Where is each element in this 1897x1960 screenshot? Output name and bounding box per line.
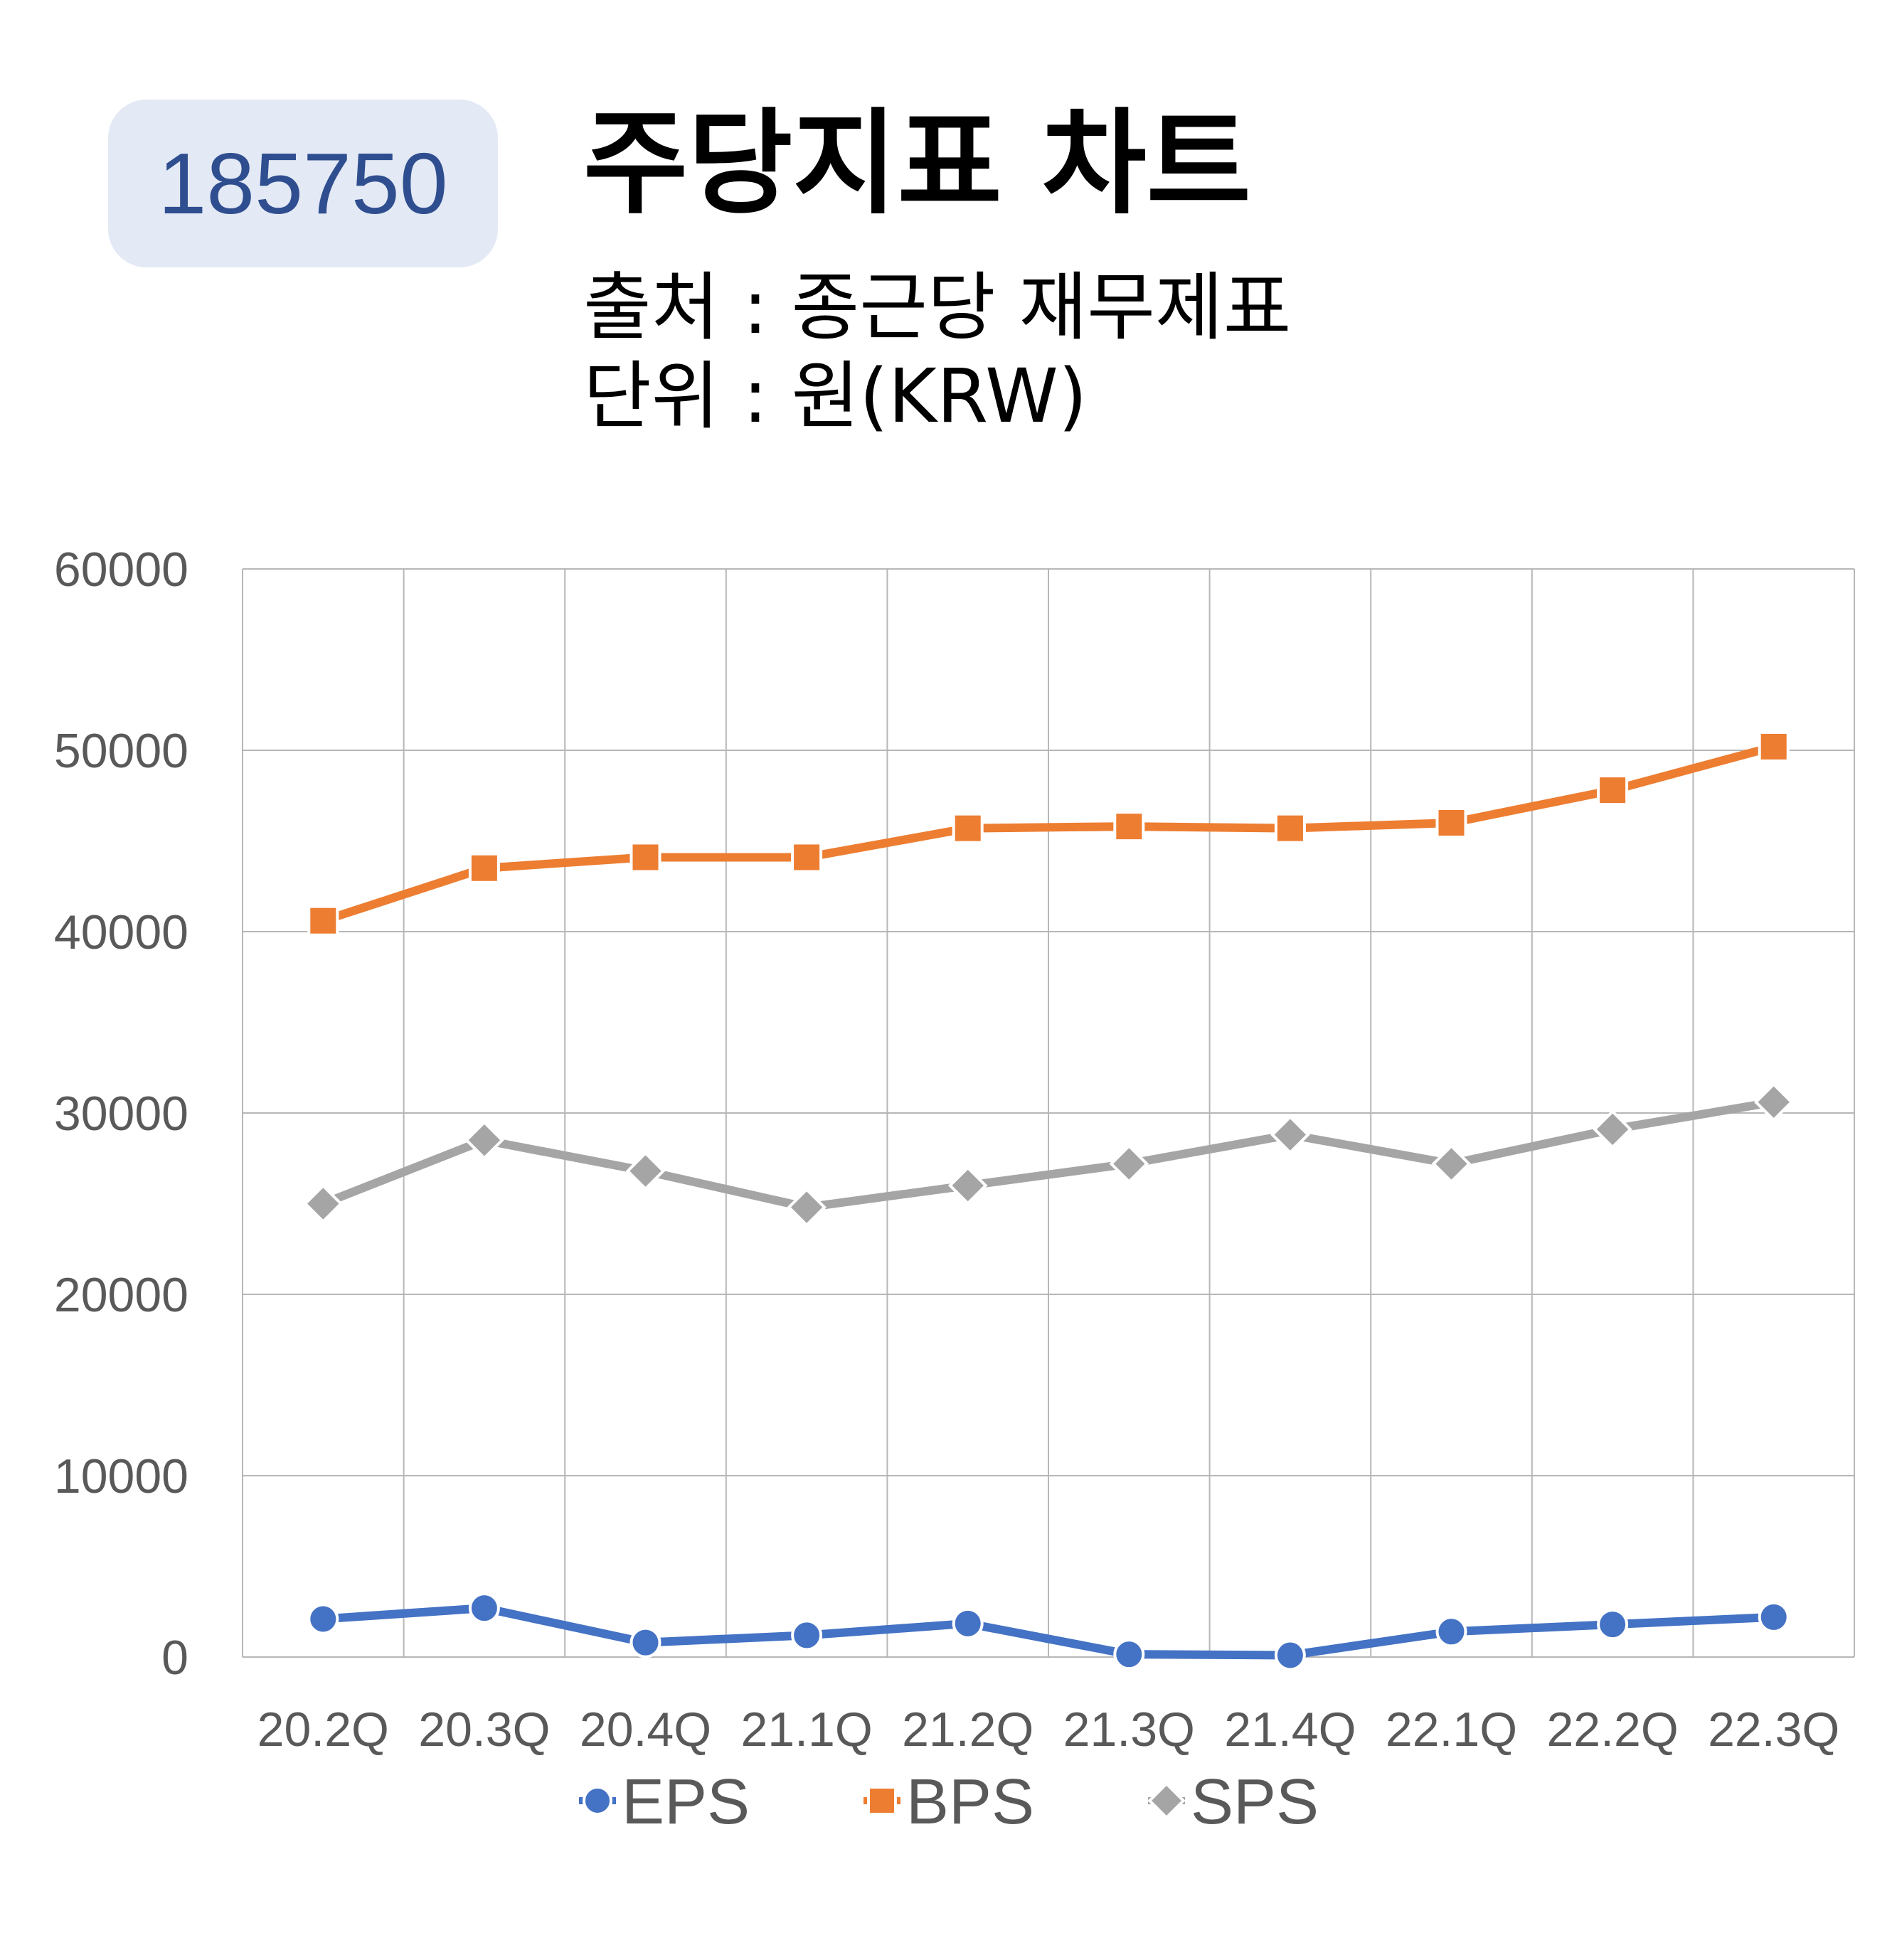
x-tick-label: 20.3Q [418, 1703, 550, 1757]
y-tick-label: 40000 [54, 905, 188, 959]
data-point-eps [307, 1603, 339, 1635]
data-point-eps [468, 1592, 500, 1624]
legend-marker-eps [583, 1786, 612, 1816]
legend-label-eps: EPS [622, 1767, 750, 1838]
x-tick-label: 22.3Q [1708, 1703, 1839, 1757]
data-point-bps [952, 812, 984, 844]
data-point-eps [791, 1619, 823, 1651]
x-tick-label: 20.2Q [257, 1703, 389, 1757]
legend-marker-bps [867, 1786, 897, 1816]
data-point-bps [629, 841, 661, 873]
data-point-sps [787, 1187, 827, 1227]
x-tick-label: 21.4Q [1224, 1703, 1356, 1757]
y-tick-label: 20000 [54, 1268, 188, 1322]
legend-label-sps: SPS [1191, 1767, 1319, 1838]
y-tick-label: 60000 [54, 543, 188, 597]
y-tick-label: 30000 [54, 1087, 188, 1141]
y-tick-label: 50000 [54, 724, 188, 778]
data-point-sps [1431, 1144, 1472, 1184]
stock-code-badge: 185750 [108, 100, 498, 267]
data-point-sps [625, 1151, 666, 1191]
x-tick-label: 20.4Q [580, 1703, 711, 1757]
data-point-eps [1113, 1639, 1145, 1671]
x-tick-label: 21.1Q [740, 1703, 872, 1757]
data-point-sps [1753, 1082, 1794, 1122]
chart-title: 주당지표 차트 [583, 97, 1251, 230]
data-point-eps [952, 1607, 984, 1639]
data-point-sps [303, 1183, 344, 1224]
data-point-bps [1597, 774, 1629, 806]
data-point-bps [791, 841, 823, 873]
data-point-eps [1597, 1609, 1629, 1641]
series-line-bps [319, 742, 1778, 925]
data-point-sps [464, 1120, 504, 1161]
y-tick-label: 10000 [54, 1449, 188, 1503]
data-point-eps [1758, 1601, 1790, 1633]
x-tick-label: 22.1Q [1386, 1703, 1517, 1757]
y-tick-label: 0 [161, 1631, 188, 1685]
data-point-eps [1435, 1616, 1467, 1648]
unit-note: 단위 : 원(KRW) [583, 353, 1088, 440]
legend-label-bps: BPS [906, 1767, 1034, 1838]
data-point-bps [1758, 730, 1790, 762]
data-point-bps [1113, 811, 1145, 843]
data-point-eps [1274, 1639, 1306, 1671]
data-point-sps [1593, 1109, 1632, 1149]
data-point-eps [629, 1626, 661, 1658]
legend-marker-sps [1147, 1781, 1186, 1820]
x-tick-label: 22.2Q [1546, 1703, 1678, 1757]
data-point-bps [1435, 807, 1467, 838]
stock-code: 185750 [158, 135, 448, 232]
data-point-sps [1270, 1114, 1310, 1155]
data-point-bps [1274, 812, 1306, 844]
data-point-bps [307, 905, 339, 937]
source-note: 출처 : 종근당 재무제표 [583, 264, 1292, 351]
x-tick-label: 21.3Q [1063, 1703, 1195, 1757]
x-tick-label: 21.2Q [902, 1703, 1033, 1757]
data-point-sps [1109, 1144, 1149, 1184]
data-point-bps [468, 852, 500, 884]
data-point-sps [947, 1166, 988, 1205]
series-line-sps [319, 1097, 1778, 1212]
series-line-eps [319, 1604, 1778, 1660]
